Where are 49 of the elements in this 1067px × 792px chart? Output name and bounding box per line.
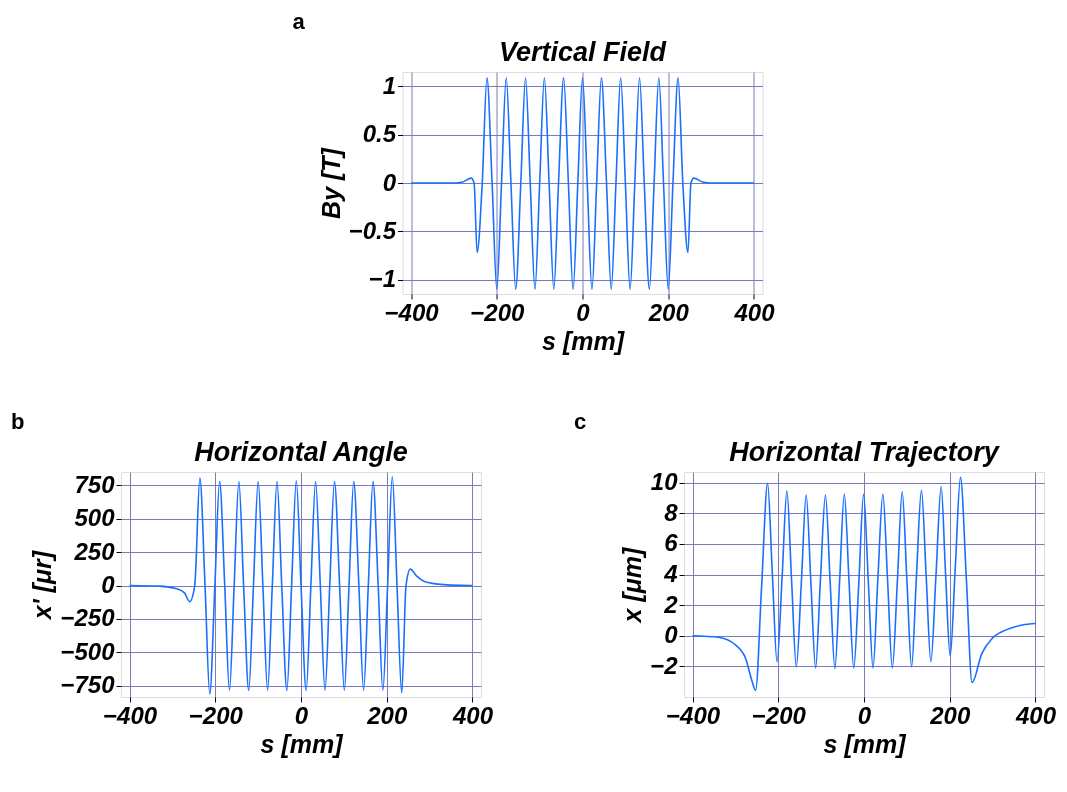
x-axis-title: s [mm]	[542, 326, 626, 355]
y-axis-title: x' [μr]	[28, 549, 57, 622]
y-tick-label: −750	[60, 671, 116, 699]
y-tick-label: −1	[368, 265, 397, 293]
y-tick-label: 0	[101, 571, 116, 598]
x-tick-label: 0	[294, 701, 309, 729]
y-tick-label: −500	[60, 637, 116, 665]
y-tick-label: 8	[664, 498, 679, 526]
x-tick-label: −200	[470, 298, 525, 326]
line-series	[128, 476, 474, 695]
y-tick-label: 1	[382, 71, 397, 99]
y-axis-title: By [T]	[316, 146, 345, 219]
text: a	[292, 9, 306, 34]
x-tick-label: 400	[451, 701, 494, 729]
x-tick-label: −200	[751, 701, 807, 729]
x-tick-label: −400	[666, 701, 721, 729]
y-tick-label: 750	[74, 470, 116, 498]
y-tick-label: 0	[382, 168, 397, 196]
x-tick-label: −200	[188, 701, 244, 729]
y-tick-label: −250	[60, 604, 116, 632]
y-axis-title: x [μm]	[618, 545, 647, 625]
y-tick-label: 0.5	[362, 120, 397, 148]
x-tick-label: −400	[384, 298, 440, 326]
x-axis-title: s [mm]	[260, 729, 345, 758]
chart-title: Horizontal Angle	[194, 437, 408, 467]
y-tick-label: 500	[74, 504, 116, 532]
y-tick-label: −2	[650, 651, 679, 679]
text: b	[11, 409, 25, 434]
y-tick-label: 10	[650, 468, 679, 496]
y-tick-label: 2	[663, 590, 679, 618]
y-tick-label: 250	[73, 537, 116, 565]
x-tick-label: 0	[857, 701, 872, 729]
y-tick-label: 0	[664, 621, 679, 649]
x-tick-label: 200	[366, 701, 408, 729]
chart-title: Vertical Field	[498, 37, 667, 67]
text: c	[574, 409, 587, 434]
line-series	[410, 76, 755, 290]
x-tick-label: −400	[103, 701, 158, 729]
x-tick-label: 0	[576, 298, 591, 326]
x-tick-label: 200	[929, 701, 971, 729]
x-axis-title: s [mm]	[823, 729, 908, 758]
chart-title: Horizontal Trajectory	[729, 437, 1001, 467]
y-tick-label: 4	[663, 560, 678, 588]
x-tick-label: 200	[647, 298, 690, 326]
x-tick-label: 400	[1014, 701, 1057, 729]
y-tick-label: 6	[664, 529, 679, 557]
line-series	[691, 476, 1037, 692]
x-tick-label: 400	[733, 298, 776, 326]
y-tick-label: −0.5	[348, 216, 397, 244]
